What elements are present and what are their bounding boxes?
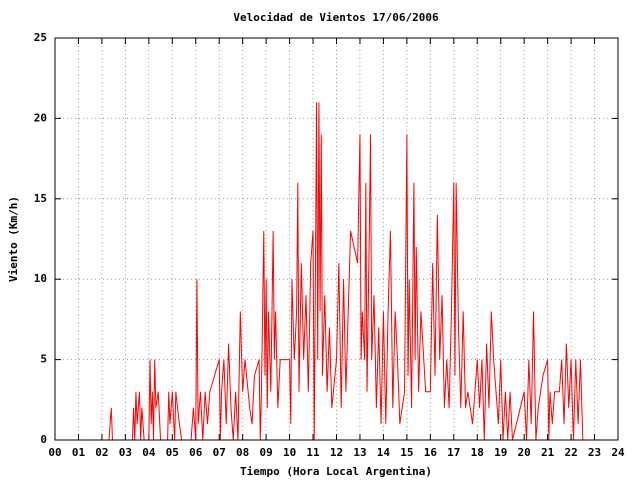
x-tick-label: 07 <box>213 446 226 459</box>
x-tick-label: 10 <box>283 446 296 459</box>
x-tick-label: 01 <box>72 446 86 459</box>
x-tick-label: 06 <box>189 446 203 459</box>
x-tick-label: 21 <box>541 446 555 459</box>
plot-frame <box>54 37 619 441</box>
x-tick-label: 12 <box>330 446 343 459</box>
x-tick-label: 23 <box>588 446 601 459</box>
y-tick-label: 25 <box>34 31 47 44</box>
x-tick-label: 00 <box>48 446 61 459</box>
x-tick-label: 24 <box>611 446 625 459</box>
x-tick-label: 03 <box>119 446 132 459</box>
x-tick-label: 18 <box>471 446 484 459</box>
y-tick-label: 5 <box>40 353 47 366</box>
x-tick-label: 14 <box>377 446 391 459</box>
x-axis-label: Tiempo (Hora Local Argentina) <box>240 465 432 478</box>
x-tick-label: 22 <box>564 446 577 459</box>
x-tick-label: 16 <box>424 446 438 459</box>
x-tick-label: 13 <box>353 446 366 459</box>
chart-title: Velocidad de Vientos 17/06/2006 <box>233 11 439 24</box>
x-tick-label: 11 <box>306 446 320 459</box>
x-tick-label: 09 <box>260 446 273 459</box>
x-tick-label: 04 <box>142 446 156 459</box>
x-tick-label: 17 <box>447 446 460 459</box>
data-line <box>108 102 584 441</box>
x-tick-label: 02 <box>95 446 108 459</box>
x-tick-label: 19 <box>494 446 507 459</box>
y-tick-label: 15 <box>34 192 47 205</box>
y-tick-label: 20 <box>34 111 47 124</box>
x-tick-label: 08 <box>236 446 249 459</box>
x-tick-label: 05 <box>166 446 179 459</box>
y-axis-label: Viento (Km/h) <box>7 196 20 282</box>
y-tick-label: 10 <box>34 272 47 285</box>
x-tick-label: 20 <box>518 446 531 459</box>
y-tick-label: 0 <box>40 433 47 446</box>
x-tick-label: 15 <box>400 446 413 459</box>
